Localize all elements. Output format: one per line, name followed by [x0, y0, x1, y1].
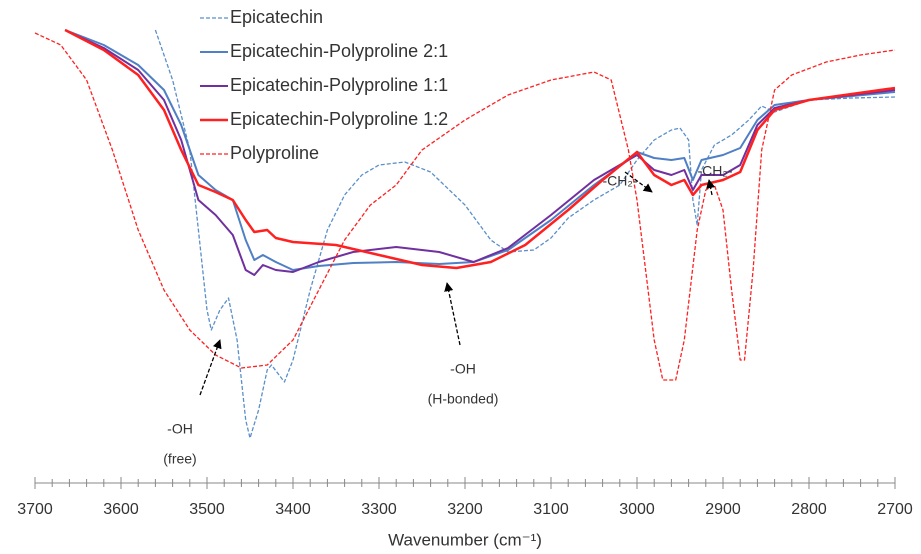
x-tick-label: 3700 — [17, 501, 53, 518]
series-line — [154, 29, 896, 439]
x-tick-label: 3200 — [447, 501, 483, 518]
legend-label: Epicatechin-Polyproline 2:1 — [230, 41, 448, 61]
annotation: (H-bonded) — [428, 391, 499, 407]
x-tick-label: 3400 — [275, 501, 311, 518]
annotation: -CH₂- — [698, 163, 733, 179]
series-line — [64, 29, 896, 271]
annotation: (free) — [163, 451, 196, 467]
annotation-arrow — [444, 282, 461, 346]
legend-label: Epicatechin-Polyproline 1:2 — [230, 109, 448, 129]
annotation: -CH₂- — [603, 173, 638, 189]
legend-label: Epicatechin — [230, 7, 323, 27]
annotation-arrow — [706, 179, 716, 196]
legend-label: Polyproline — [230, 143, 319, 163]
annotation-arrow — [199, 339, 222, 396]
x-tick-label: 3300 — [361, 501, 397, 518]
series-line — [64, 28, 896, 270]
series-line — [64, 29, 896, 276]
x-tick-label: 2800 — [791, 501, 827, 518]
x-tick-label: 3000 — [619, 501, 655, 518]
x-tick-label: 3500 — [189, 501, 225, 518]
legend-label: Epicatechin-Polyproline 1:1 — [230, 75, 448, 95]
series-line — [34, 32, 896, 381]
annotation: -OH — [450, 361, 476, 377]
x-tick-label: 2700 — [877, 501, 913, 518]
annotation: -OH — [167, 421, 193, 437]
x-axis-label: Wavenumber (cm⁻¹) — [388, 530, 542, 549]
x-tick-label: 3100 — [533, 501, 569, 518]
x-tick-label: 2900 — [705, 501, 741, 518]
x-tick-label: 3600 — [103, 501, 139, 518]
